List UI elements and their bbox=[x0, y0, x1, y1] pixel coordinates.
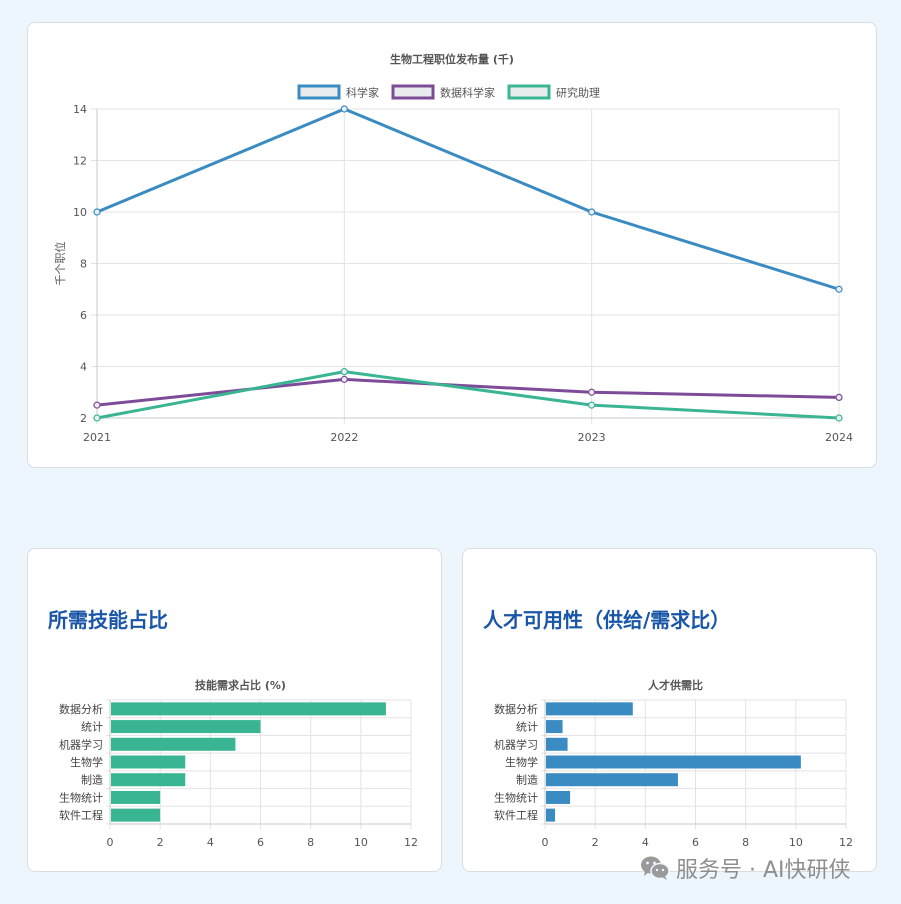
data-point[interactable] bbox=[340, 368, 348, 376]
data-point[interactable] bbox=[340, 375, 348, 383]
category-label: 数据分析 bbox=[494, 702, 538, 716]
wechat-icon bbox=[641, 856, 670, 880]
chart-title: 技能需求占比 (%) bbox=[195, 678, 286, 692]
x-tick-label: 2022 bbox=[330, 431, 358, 444]
x-tick-label: 0 bbox=[542, 836, 549, 849]
category-label: 软件工程 bbox=[494, 808, 538, 822]
chart-title: 生物工程职位发布量 (千) bbox=[390, 52, 514, 66]
legend-item[interactable]: 研究助理 bbox=[507, 84, 600, 100]
category-label: 制造 bbox=[81, 773, 103, 787]
bar[interactable] bbox=[546, 755, 801, 769]
line-series bbox=[96, 377, 840, 407]
x-tick-label: 10 bbox=[354, 836, 368, 849]
data-point[interactable] bbox=[93, 414, 101, 422]
x-tick-label: 4 bbox=[642, 836, 649, 849]
y-tick-label: 14 bbox=[73, 103, 87, 116]
category-label: 制造 bbox=[516, 773, 538, 787]
legend-item[interactable]: 数据科学家 bbox=[391, 84, 495, 100]
category-label: 生物统计 bbox=[59, 790, 103, 804]
y-tick-label: 10 bbox=[73, 206, 87, 219]
category-label: 生物学 bbox=[70, 755, 103, 769]
bar[interactable] bbox=[546, 737, 568, 751]
y-tick-label: 2 bbox=[80, 412, 87, 425]
bar[interactable] bbox=[546, 720, 563, 734]
job-postings-card: 生物工程职位发布量 (千) 科学家 数据科学家 研究助理 2 4 6 8 10 12 14 2021 2… bbox=[27, 22, 877, 468]
watermark-text: 服务号 · AI快研侠 bbox=[676, 858, 851, 883]
data-point[interactable] bbox=[93, 401, 101, 409]
legend-item[interactable]: 科学家 bbox=[297, 84, 379, 100]
x-tick-label: 0 bbox=[107, 836, 114, 849]
y-tick-label: 6 bbox=[80, 309, 87, 322]
x-tick-label: 6 bbox=[257, 836, 264, 849]
category-label: 机器学习 bbox=[59, 737, 103, 751]
x-tick-label: 8 bbox=[307, 836, 314, 849]
legend-swatch bbox=[297, 84, 341, 100]
x-tick-label: 2023 bbox=[578, 431, 606, 444]
category-label: 数据分析 bbox=[59, 702, 103, 716]
bar[interactable] bbox=[111, 808, 161, 822]
skills-bar-chart: 技能需求占比 (%) 0 2 4 6 8 10 12 数据分析统计机器学习生物学制造生物统计软件… bbox=[59, 678, 418, 849]
category-label: 生物统计 bbox=[494, 790, 538, 804]
legend-label: 数据科学家 bbox=[440, 86, 495, 100]
skills-section-title: 所需技能占比 bbox=[48, 608, 168, 632]
x-tick-label: 2 bbox=[157, 836, 164, 849]
x-tick-label: 12 bbox=[404, 836, 418, 849]
y-tick-label: 8 bbox=[80, 258, 87, 271]
legend-label: 研究助理 bbox=[556, 86, 600, 100]
x-tick-label: 6 bbox=[692, 836, 699, 849]
data-point[interactable] bbox=[588, 208, 596, 216]
x-tick-label: 2021 bbox=[83, 431, 111, 444]
category-label: 统计 bbox=[516, 721, 538, 734]
x-tick-label: 2 bbox=[592, 836, 599, 849]
data-point[interactable] bbox=[93, 208, 101, 216]
bar[interactable] bbox=[546, 808, 556, 822]
bar[interactable] bbox=[111, 702, 386, 716]
watermark: 服务号 · AI快研侠 bbox=[640, 852, 851, 884]
skills-card: 所需技能占比 技能需求占比 (%) 0 2 4 6 8 10 12 数据分析统计机器学习生物学制… bbox=[27, 548, 442, 872]
data-point[interactable] bbox=[835, 285, 843, 293]
line-series bbox=[96, 370, 840, 420]
legend-swatch bbox=[507, 84, 551, 100]
category-label: 生物学 bbox=[505, 755, 538, 769]
bar[interactable] bbox=[546, 702, 633, 716]
data-point[interactable] bbox=[835, 414, 843, 422]
line-series bbox=[96, 107, 840, 291]
data-point[interactable] bbox=[340, 105, 348, 113]
category-label: 软件工程 bbox=[59, 808, 103, 822]
talent-section-title: 人才可用性（供给/需求比） bbox=[483, 608, 731, 632]
bar[interactable] bbox=[111, 720, 261, 734]
chart-title: 人才供需比 bbox=[648, 678, 703, 692]
x-tick-label: 4 bbox=[207, 836, 214, 849]
x-tick-label: 10 bbox=[789, 836, 803, 849]
category-label: 机器学习 bbox=[494, 737, 538, 751]
bar[interactable] bbox=[111, 755, 186, 769]
bar[interactable] bbox=[546, 773, 678, 787]
x-tick-label: 2024 bbox=[825, 431, 853, 444]
x-tick-label: 12 bbox=[839, 836, 853, 849]
x-tick-label: 8 bbox=[742, 836, 749, 849]
bar[interactable] bbox=[546, 790, 571, 804]
bar[interactable] bbox=[111, 790, 161, 804]
y-tick-label: 12 bbox=[73, 155, 87, 168]
bar[interactable] bbox=[111, 773, 186, 787]
y-tick-label: 4 bbox=[80, 361, 87, 374]
category-label: 统计 bbox=[81, 721, 103, 734]
bar[interactable] bbox=[111, 737, 236, 751]
data-point[interactable] bbox=[588, 388, 596, 396]
talent-card: 人才可用性（供给/需求比） 人才供需比 0 2 4 6 8 10 12 数据分析统计机器学习生物… bbox=[462, 548, 877, 872]
data-point[interactable] bbox=[588, 401, 596, 409]
y-axis-label: 千个职位 bbox=[53, 242, 67, 286]
data-point[interactable] bbox=[835, 393, 843, 401]
legend-swatch bbox=[391, 84, 435, 100]
legend-label: 科学家 bbox=[346, 86, 379, 100]
job-postings-line-chart: 生物工程职位发布量 (千) 科学家 数据科学家 研究助理 2 4 6 8 10 12 14 2021 2… bbox=[53, 52, 853, 444]
